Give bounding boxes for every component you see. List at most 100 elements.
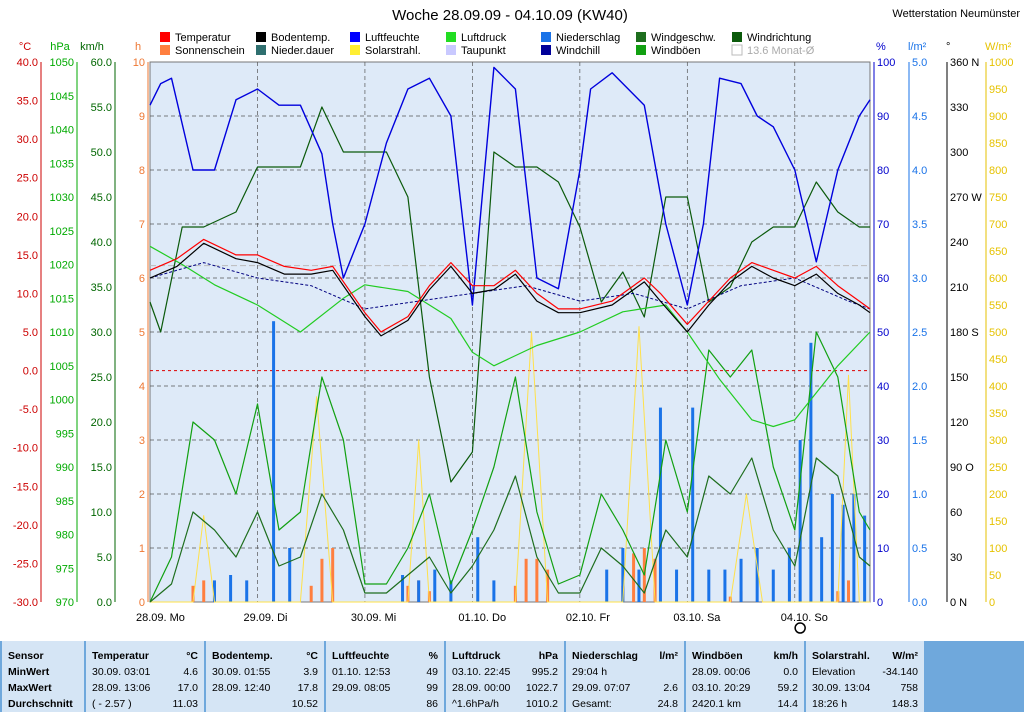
sunshine-bar xyxy=(524,558,528,602)
temp-tick-label: 0.0 xyxy=(23,366,38,378)
stats-header: Windböen km/h xyxy=(692,650,798,662)
sunshine-bar xyxy=(202,580,206,602)
stats-header: Temperatur °C xyxy=(92,650,198,662)
deg-tick-label: 120 xyxy=(950,417,968,429)
axes: °C40.035.030.025.020.015.010.05.00.0-5.0… xyxy=(13,41,1013,634)
kmh-tick-label: 35.0 xyxy=(91,282,112,294)
precipitation-bar xyxy=(401,575,405,602)
lm2-tick-label: 3.0 xyxy=(912,273,927,285)
deg-tick-label: 360 N xyxy=(950,57,979,69)
wm2-tick-label: 850 xyxy=(989,138,1007,150)
lm2-tick-label: 2.0 xyxy=(912,381,927,393)
stats-column: Bodentemp. °C 30.09. 01:55 3.9 28.09. 12:40 1… xyxy=(206,641,324,712)
pct-tick-label: 90 xyxy=(877,111,889,123)
stats-row: ( - 2.57 ) 11.03 xyxy=(92,698,198,710)
wm2-tick-label: 550 xyxy=(989,300,1007,312)
wm2-tick-label: 900 xyxy=(989,111,1007,123)
lm2-tick-label: 1.5 xyxy=(912,435,927,447)
precipitation-bar xyxy=(830,494,834,602)
hpa-tick-label: 1040 xyxy=(50,125,74,137)
hpa-tick-label: 1025 xyxy=(50,226,74,238)
legend-swatch xyxy=(541,45,551,55)
stats-row: 2420.1 km 14.4 xyxy=(692,698,798,710)
wm2-tick-label: 1000 xyxy=(989,57,1013,69)
stats-column: Niederschlag l/m² 29:04 h 29.09. 07:07 2.6 Ge… xyxy=(566,641,684,712)
precipitation-bar xyxy=(605,569,609,602)
legend-label: Windböen xyxy=(651,45,701,57)
stats-row: 30.09. 13:04 758 xyxy=(812,682,918,694)
precipitation-bar xyxy=(288,548,292,602)
precipitation-bar xyxy=(841,504,845,602)
deg-tick-label: 330 xyxy=(950,102,968,114)
legend-swatch xyxy=(160,32,170,42)
dewpoint-line xyxy=(149,262,871,310)
wm2-tick-label: 450 xyxy=(989,354,1007,366)
precipitation-bar xyxy=(272,321,276,602)
legend-swatch xyxy=(446,32,456,42)
stats-row: 29:04 h xyxy=(572,666,608,678)
lm2-tick-label: 1.0 xyxy=(912,489,927,501)
sunshine-bar xyxy=(320,558,324,602)
stats-row: 28.09. 00:06 0.0 xyxy=(692,666,798,678)
precipitation-bar xyxy=(771,569,775,602)
legend-label: Bodentemp. xyxy=(271,32,330,44)
stats-row: MaxWert xyxy=(8,682,52,694)
stats-row: 28.09. 12:40 17.8 xyxy=(212,682,318,694)
legend-swatch xyxy=(731,44,743,56)
stats-row: 30.09. 01:55 3.9 xyxy=(212,666,318,678)
day-label: 04.10. So xyxy=(781,612,828,624)
day-label: 28.09. Mo xyxy=(136,612,185,624)
hpa-tick-label: 1000 xyxy=(50,395,74,407)
h-tick-label: 7 xyxy=(139,219,145,231)
pct-tick-label: 0 xyxy=(877,597,883,609)
stats-column: Temperatur °C 30.09. 03:01 4.6 28.09. 13:06 1… xyxy=(86,641,204,712)
wm2-tick-label: 950 xyxy=(989,84,1007,96)
stats-row: ^1.6hPa/h 1010.2 xyxy=(452,698,558,710)
ground-temperature-line xyxy=(149,242,871,337)
legend-swatch xyxy=(256,32,266,42)
kmh-tick-label: 10.0 xyxy=(91,507,112,519)
precipitation-bar xyxy=(787,548,791,602)
sunshine-bar xyxy=(847,580,851,602)
sunshine-bar xyxy=(406,585,410,602)
h-tick-label: 8 xyxy=(139,165,145,177)
temp-tick-label: 10.0 xyxy=(17,288,38,300)
h-axis-unit: h xyxy=(135,41,141,53)
wm2-axis-unit: W/m² xyxy=(985,41,1012,53)
sunshine-bar xyxy=(546,569,550,602)
lm2-tick-label: 0.5 xyxy=(912,543,927,555)
stats-row: 29.09. 07:07 2.6 xyxy=(572,682,678,694)
temp-tick-label: 5.0 xyxy=(23,327,38,339)
pct-tick-label: 30 xyxy=(877,435,889,447)
legend-label: Windgeschw. xyxy=(651,32,716,44)
sunshine-bar xyxy=(191,585,195,602)
precipitation-bar xyxy=(863,515,867,602)
stats-column: Sensor MinWert MaxWert Durchschnitt xyxy=(2,641,84,712)
precipitation-bar xyxy=(433,569,437,602)
weather-chart: Woche 28.09.09 - 04.10.09 (KW40) Wetters… xyxy=(12,7,1021,634)
wm2-tick-label: 300 xyxy=(989,435,1007,447)
day-label: 03.10. Sa xyxy=(673,612,721,624)
legend-label: Luftdruck xyxy=(461,32,507,44)
wm2-tick-label: 50 xyxy=(989,570,1001,582)
wm2-tick-label: 700 xyxy=(989,219,1007,231)
wm2-tick-label: 750 xyxy=(989,192,1007,204)
h-tick-label: 6 xyxy=(139,273,145,285)
legend-label: Windrichtung xyxy=(747,32,811,44)
station-name: Wetterstation Neumünster xyxy=(892,8,1020,20)
stats-column: Luftfeuchte% 01.10. 12:53 49 29.09. 08:05 99… xyxy=(326,641,444,712)
stats-row: 01.10. 12:53 49 xyxy=(332,666,438,678)
pressure-line xyxy=(149,245,871,428)
precipitation-bar xyxy=(675,569,679,602)
precipitation-bar xyxy=(621,548,625,602)
pct-tick-label: 70 xyxy=(877,219,889,231)
precipitation-bar xyxy=(245,580,249,602)
h-tick-label: 0 xyxy=(139,597,145,609)
stats-row: 10.52 xyxy=(291,698,318,710)
h-tick-label: 9 xyxy=(139,111,145,123)
stats-row: 28.09. 00:00 1022.7 xyxy=(452,682,558,694)
legend-swatch xyxy=(160,45,170,55)
pct-tick-label: 20 xyxy=(877,489,889,501)
precipitation-bar xyxy=(739,558,743,602)
kmh-axis-unit: km/h xyxy=(80,41,104,53)
